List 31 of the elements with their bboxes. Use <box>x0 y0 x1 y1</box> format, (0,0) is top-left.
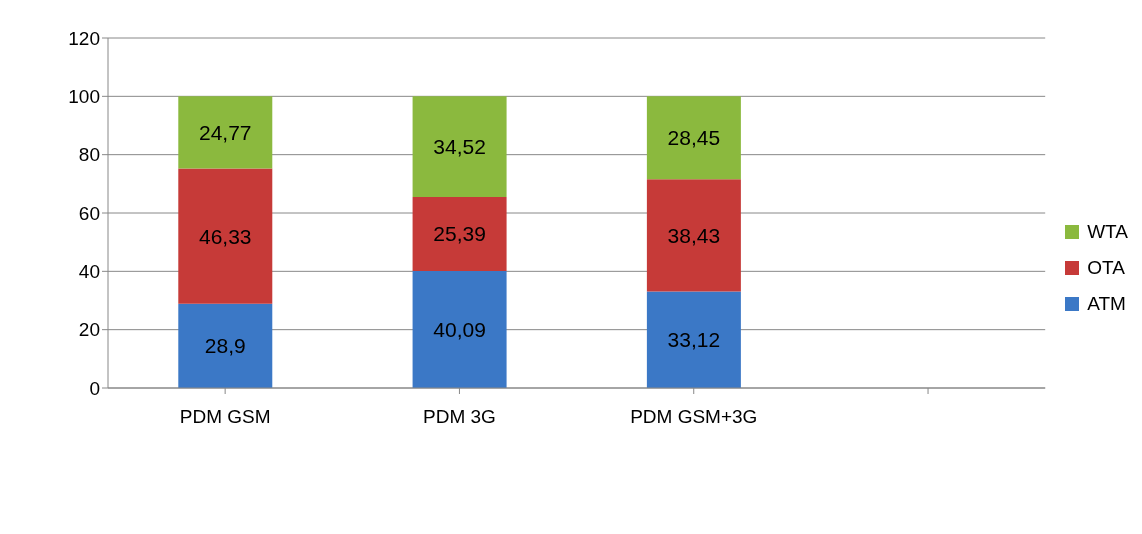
bar <box>412 271 507 388</box>
bar <box>178 96 273 169</box>
x-tick-label: PDM 3G <box>423 406 496 428</box>
data-label: 33,12 <box>667 328 721 352</box>
data-label: 24,77 <box>199 120 252 144</box>
bar <box>646 96 741 180</box>
data-label: 34,52 <box>433 135 486 159</box>
bar <box>412 96 507 198</box>
bar <box>178 168 273 304</box>
bar <box>646 291 741 388</box>
data-label: 40,09 <box>433 317 486 341</box>
y-tick-label: 80 <box>78 144 100 166</box>
legend-label: WTA <box>1087 221 1128 243</box>
y-tick-label: 20 <box>78 319 100 341</box>
legend-label: OTA <box>1087 257 1125 279</box>
y-tick-label: 40 <box>78 261 100 283</box>
x-tick-label: PDM GSM+3G <box>630 406 758 428</box>
y-tick-label: 60 <box>78 202 100 224</box>
data-label: 46,33 <box>199 224 252 248</box>
y-tick-label: 120 <box>68 27 100 49</box>
data-label: 28,45 <box>667 126 721 150</box>
legend-label: ATM <box>1087 293 1126 315</box>
bar <box>412 197 507 272</box>
bar <box>178 303 273 388</box>
data-label: 25,39 <box>433 222 486 246</box>
data-label: 38,43 <box>667 223 721 247</box>
y-tick-label: 100 <box>68 86 100 108</box>
bar <box>646 179 741 292</box>
x-tick-label: PDM GSM <box>179 406 271 428</box>
data-label: 28,9 <box>204 334 246 358</box>
y-tick-label: 0 <box>89 377 100 399</box>
